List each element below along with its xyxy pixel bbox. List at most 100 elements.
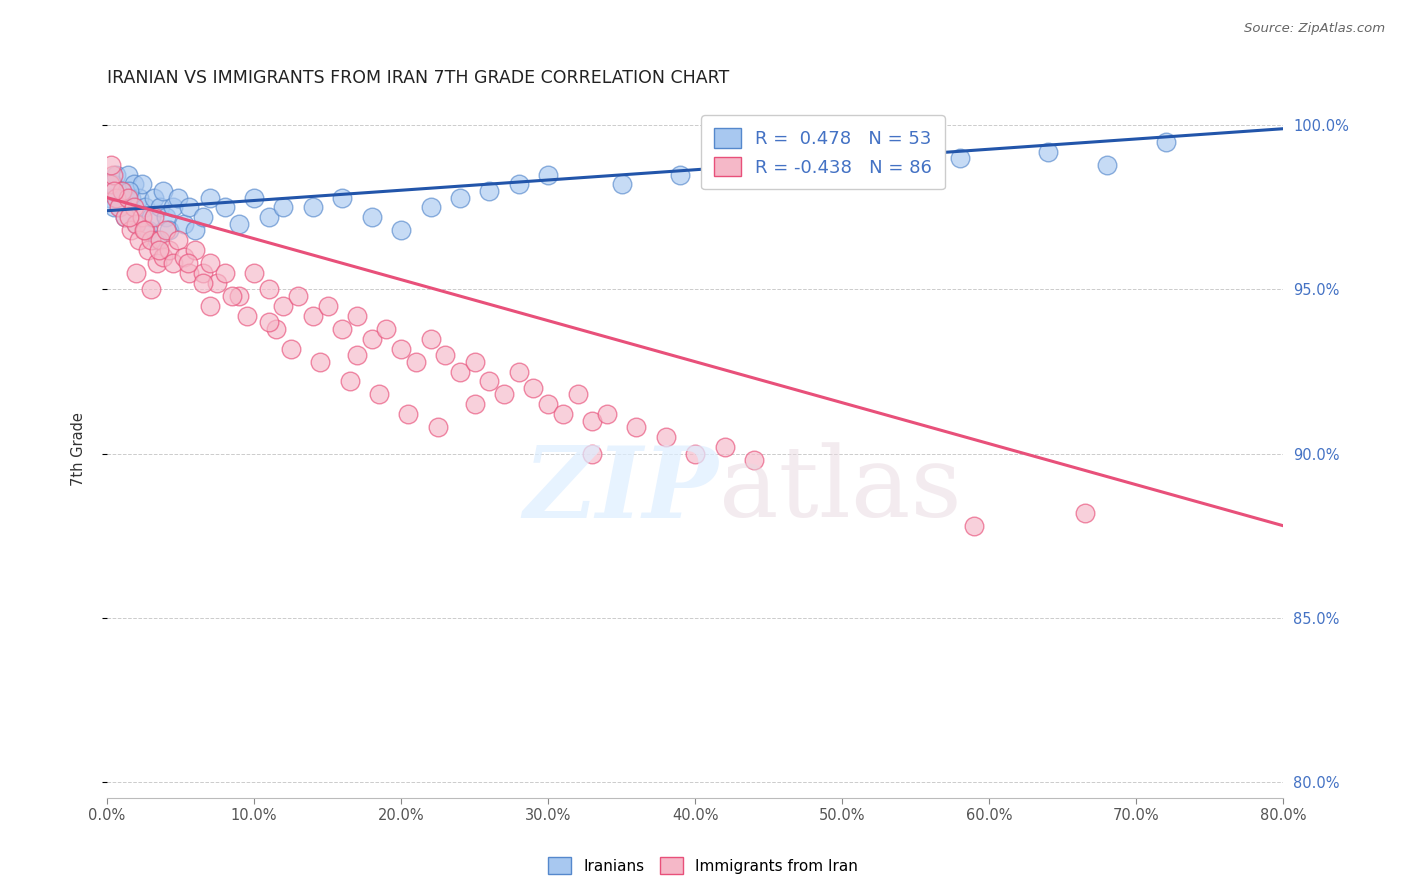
Point: [405, 354, 427, 368]
Text: IRANIAN VS IMMIGRANTS FROM IRAN 7TH GRADE CORRELATION CHART: IRANIAN VS IMMIGRANTS FROM IRAN 7TH GRAD…: [107, 69, 730, 87]
Point: [103, 184, 125, 198]
Point: [162, 201, 184, 215]
Point: [148, 243, 170, 257]
Point: [330, 191, 353, 205]
Point: [522, 381, 544, 395]
Point: [198, 191, 221, 205]
Point: [330, 322, 353, 336]
Point: [626, 420, 648, 434]
Point: [1036, 145, 1059, 159]
Point: [198, 256, 221, 270]
Point: [191, 276, 214, 290]
Point: [131, 211, 153, 225]
Point: [669, 168, 692, 182]
Point: [166, 191, 188, 205]
Point: [537, 168, 560, 182]
Point: [1074, 506, 1097, 520]
Point: [273, 201, 295, 215]
Point: [360, 332, 382, 346]
Point: [184, 243, 207, 257]
Point: [492, 387, 515, 401]
Point: [184, 223, 207, 237]
Point: [801, 151, 824, 165]
Point: [136, 243, 159, 257]
Point: [742, 453, 765, 467]
Point: [166, 233, 188, 247]
Point: [949, 151, 972, 165]
Point: [875, 168, 897, 182]
Point: [111, 184, 134, 198]
Point: [713, 440, 735, 454]
Point: [136, 223, 159, 237]
Point: [360, 211, 382, 225]
Point: [1095, 158, 1118, 172]
Text: atlas: atlas: [718, 442, 962, 539]
Point: [1154, 135, 1177, 149]
Point: [173, 250, 195, 264]
Point: [146, 256, 169, 270]
Point: [125, 266, 148, 280]
Point: [111, 184, 134, 198]
Point: [173, 217, 195, 231]
Point: [157, 243, 180, 257]
Point: [235, 309, 257, 323]
Point: [264, 322, 287, 336]
Point: [346, 309, 368, 323]
Point: [581, 446, 603, 460]
Point: [963, 518, 986, 533]
Point: [118, 211, 141, 225]
Point: [243, 191, 266, 205]
Point: [375, 322, 398, 336]
Point: [104, 168, 127, 182]
Point: [108, 201, 131, 215]
Point: [128, 191, 150, 205]
Point: [134, 201, 156, 215]
Point: [287, 289, 309, 303]
Point: [257, 211, 280, 225]
Point: [419, 332, 441, 346]
Legend: R =  0.478   N = 53, R = -0.438   N = 86: R = 0.478 N = 53, R = -0.438 N = 86: [702, 115, 945, 189]
Point: [143, 211, 166, 225]
Point: [683, 446, 706, 460]
Point: [162, 256, 184, 270]
Point: [141, 211, 163, 225]
Point: [419, 201, 441, 215]
Point: [149, 201, 172, 215]
Point: [596, 407, 619, 421]
Point: [214, 266, 236, 280]
Point: [122, 201, 145, 215]
Point: [302, 201, 325, 215]
Text: ZIP: ZIP: [523, 442, 718, 539]
Point: [280, 342, 302, 356]
Point: [426, 420, 449, 434]
Point: [728, 158, 751, 172]
Point: [478, 184, 501, 198]
Point: [152, 250, 174, 264]
Point: [118, 184, 141, 198]
Point: [273, 299, 295, 313]
Point: [346, 348, 368, 362]
Point: [155, 211, 177, 225]
Text: Source: ZipAtlas.com: Source: ZipAtlas.com: [1244, 22, 1385, 36]
Point: [508, 365, 530, 379]
Point: [134, 223, 156, 237]
Point: [537, 397, 560, 411]
Point: [449, 191, 471, 205]
Point: [434, 348, 457, 362]
Point: [179, 201, 201, 215]
Point: [103, 201, 125, 215]
Point: [581, 414, 603, 428]
Point: [191, 266, 214, 280]
Point: [141, 283, 163, 297]
Point: [243, 266, 266, 280]
Point: [368, 387, 391, 401]
Point: [146, 233, 169, 247]
Point: [398, 407, 420, 421]
Point: [257, 283, 280, 297]
Point: [551, 407, 574, 421]
Point: [108, 201, 131, 215]
Point: [155, 223, 177, 237]
Point: [302, 309, 325, 323]
Point: [143, 191, 166, 205]
Point: [122, 178, 145, 192]
